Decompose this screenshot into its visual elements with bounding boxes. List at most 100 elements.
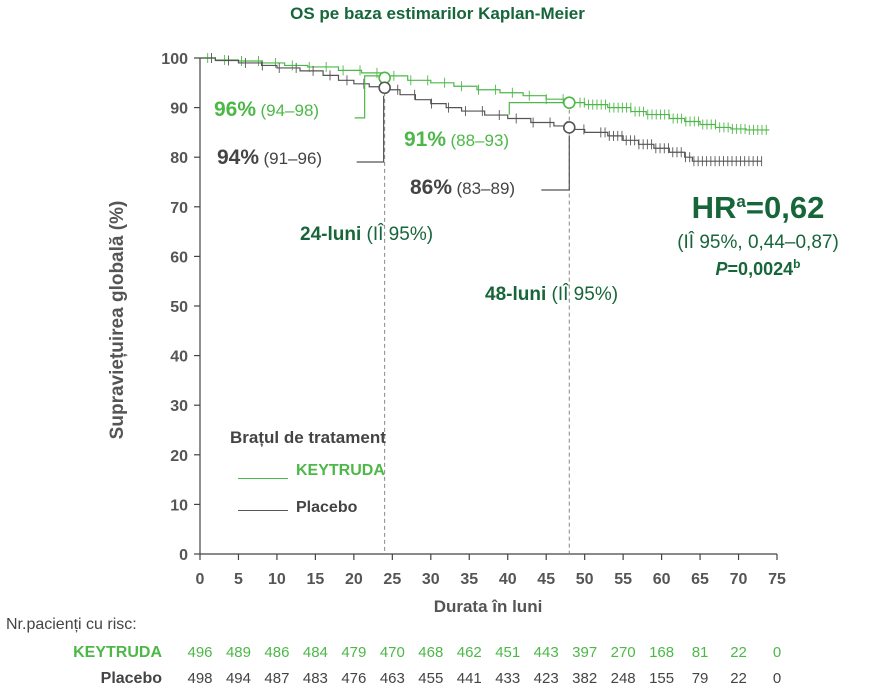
x-tick-label: 30	[422, 571, 440, 588]
y-tick-label: 30	[170, 398, 188, 415]
risk-placebo-value: 476	[341, 670, 367, 687]
timepoint-24-ci: (IÎ 95%)	[366, 224, 434, 245]
placebo-24m-ci: (91–96)	[263, 149, 323, 168]
y-tick-label: 0	[179, 547, 188, 564]
y-tick-label: 70	[170, 200, 188, 217]
placebo-24m-leader	[356, 95, 385, 163]
placebo-48m-marker	[562, 121, 576, 134]
x-tick-label: 75	[768, 571, 786, 588]
legend-placebo-swatch	[238, 510, 288, 511]
y-tick-label: 90	[170, 101, 188, 118]
x-tick-label: 65	[691, 571, 709, 588]
y-tick-label: 60	[170, 249, 188, 266]
risk-placebo-value: 0	[772, 670, 782, 687]
risk-placebo-value: 487	[264, 670, 290, 687]
placebo-48m-ci: (83–89)	[456, 179, 516, 198]
risk-placebo-value: 382	[572, 670, 598, 687]
y-tick-label: 80	[170, 150, 188, 167]
risk-keytruda-value: 484	[302, 644, 328, 661]
risk-keytruda-value: 468	[418, 644, 444, 661]
placebo-24m-pct: 94%	[217, 146, 260, 169]
y-tick-label: 50	[170, 299, 188, 316]
legend-title: Brațul de tratament	[230, 428, 386, 447]
placebo-48m-leader	[541, 135, 570, 191]
risk-placebo-value: 155	[649, 670, 675, 687]
y-tick-label: 40	[170, 349, 188, 366]
keytruda-24m-pct: 96%	[214, 98, 257, 121]
risk-row-keytruda-name: KEYTRUDA	[73, 644, 162, 661]
keytruda-48m-annotation: 91% (88–93)	[404, 128, 509, 152]
legend-keytruda-swatch	[238, 478, 288, 479]
risk-placebo-value: 433	[495, 670, 521, 687]
keytruda-48m-ci: (88–93)	[450, 131, 510, 150]
risk-placebo-value: 463	[379, 670, 405, 687]
risk-placebo-value: 498	[187, 670, 213, 687]
keytruda-24m-leader	[354, 75, 381, 119]
y-tick-label: 100	[161, 51, 188, 68]
x-tick-label: 25	[383, 571, 401, 588]
keytruda-survival-curve	[200, 57, 770, 131]
risk-table-label: Nr.pacienți cu risc:	[6, 616, 137, 633]
keytruda-48m-pct: 91%	[404, 128, 447, 151]
p-value: P=0,0024b	[715, 257, 801, 279]
risk-keytruda-value: 489	[225, 644, 251, 661]
risk-placebo-value: 441	[456, 670, 482, 687]
risk-placebo-value: 483	[302, 670, 328, 687]
x-tick-label: 10	[268, 571, 286, 588]
keytruda-24m-annotation: 96% (94–98)	[214, 98, 319, 122]
risk-keytruda-value: 81	[691, 644, 709, 661]
timepoint-24-label: 24-luni (IÎ 95%)	[300, 224, 433, 246]
placebo-48m-annotation: 86% (83–89)	[410, 176, 515, 200]
risk-keytruda-value: 486	[264, 644, 290, 661]
risk-keytruda-value: 397	[572, 644, 598, 661]
x-tick-label: 40	[499, 571, 517, 588]
keytruda-24m-ci: (94–98)	[260, 101, 320, 120]
timepoint-48-bold: 48-luni	[485, 284, 547, 305]
risk-row-placebo-name: Placebo	[100, 670, 162, 687]
y-tick-label: 20	[170, 448, 188, 465]
risk-keytruda-value: 462	[456, 644, 482, 661]
risk-keytruda-value: 443	[533, 644, 559, 661]
risk-keytruda-value: 451	[495, 644, 521, 661]
x-tick-label: 0	[196, 571, 205, 588]
x-axis-label: Durata în luni	[433, 597, 543, 616]
x-tick-label: 50	[576, 571, 594, 588]
risk-keytruda-value: 270	[610, 644, 636, 661]
risk-keytruda-value: 168	[649, 644, 675, 661]
y-axis-label: Supraviețuirea globală (%)	[107, 200, 128, 440]
x-tick-label: 35	[460, 571, 478, 588]
risk-placebo-value: 423	[533, 670, 559, 687]
timepoint-48-ci: (IÎ 95%)	[551, 284, 619, 305]
risk-keytruda-value: 0	[772, 644, 782, 661]
legend-keytruda-label: KEYTRUDA	[296, 462, 385, 479]
keytruda-48m-marker	[562, 96, 576, 109]
x-tick-label: 60	[653, 571, 671, 588]
risk-keytruda-value: 470	[379, 644, 405, 661]
hazard-ratio: HRa=0,62	[691, 190, 825, 225]
risk-keytruda-value: 496	[187, 644, 213, 661]
hazard-ratio-ci: (IÎ 95%, 0,44–0,87)	[677, 232, 839, 253]
x-tick-label: 20	[345, 571, 363, 588]
x-tick-label: 70	[730, 571, 748, 588]
chart-title: OS pe baza estimarilor Kaplan-Meier	[290, 4, 585, 23]
risk-keytruda-value: 479	[341, 644, 367, 661]
timepoint-48-label: 48-luni (IÎ 95%)	[485, 284, 618, 306]
x-tick-label: 5	[234, 571, 243, 588]
x-tick-label: 45	[537, 571, 555, 588]
risk-placebo-value: 248	[610, 670, 636, 687]
risk-placebo-value: 79	[691, 670, 709, 687]
x-tick-label: 55	[614, 571, 632, 588]
keytruda-48m-leader	[508, 102, 564, 115]
timepoint-24-bold: 24-luni	[300, 224, 362, 245]
risk-placebo-value: 494	[225, 670, 251, 687]
risk-keytruda-value: 22	[730, 644, 747, 661]
x-tick-label: 15	[307, 571, 325, 588]
placebo-survival-curve	[200, 57, 762, 162]
risk-placebo-value: 455	[418, 670, 444, 687]
legend-placebo-label: Placebo	[296, 499, 358, 516]
placebo-24m-annotation: 94% (91–96)	[217, 146, 322, 170]
risk-placebo-value: 22	[730, 670, 747, 687]
placebo-48m-pct: 86%	[410, 176, 453, 199]
y-tick-label: 10	[170, 497, 188, 514]
